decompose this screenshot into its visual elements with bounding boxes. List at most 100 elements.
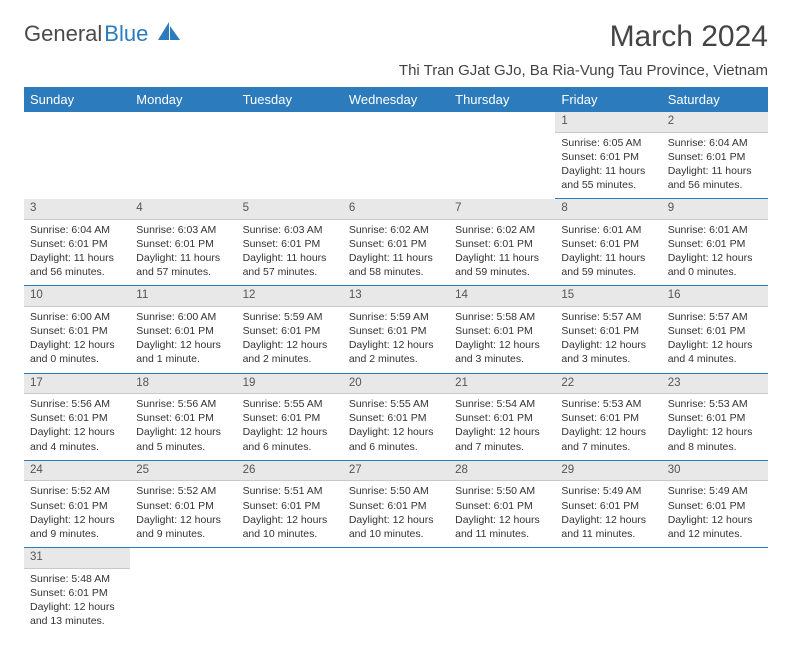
sunset-text: Sunset: 6:01 PM [455, 411, 549, 425]
daynum-row: 24252627282930 [24, 460, 768, 481]
day-content-cell [449, 568, 555, 634]
daylight-text: Daylight: 12 hours and 13 minutes. [30, 600, 124, 628]
day-number-cell: 4 [130, 199, 236, 220]
day-number-cell: 2 [662, 112, 768, 132]
sunset-text: Sunset: 6:01 PM [668, 150, 762, 164]
content-row: Sunrise: 5:48 AMSunset: 6:01 PMDaylight:… [24, 568, 768, 634]
day-number-cell [662, 548, 768, 569]
sunset-text: Sunset: 6:01 PM [349, 499, 443, 513]
day-number-cell: 10 [24, 286, 130, 307]
page: GeneralBlue March 2024 Thi Tran GJat GJo… [0, 0, 792, 654]
daylight-text: Daylight: 12 hours and 11 minutes. [561, 513, 655, 541]
day-number-cell: 24 [24, 460, 130, 481]
sunrise-text: Sunrise: 6:00 AM [136, 310, 230, 324]
day-number-cell: 14 [449, 286, 555, 307]
day-content-cell: Sunrise: 5:59 AMSunset: 6:01 PMDaylight:… [237, 306, 343, 373]
day-content-cell: Sunrise: 5:56 AMSunset: 6:01 PMDaylight:… [130, 394, 236, 461]
sunset-text: Sunset: 6:01 PM [668, 324, 762, 338]
logo-text-general: General [24, 21, 102, 47]
day-number-cell: 26 [237, 460, 343, 481]
day-number-cell: 18 [130, 373, 236, 394]
day-header: Tuesday [237, 87, 343, 112]
day-number-cell [24, 112, 130, 132]
daylight-text: Daylight: 11 hours and 59 minutes. [455, 251, 549, 279]
daylight-text: Daylight: 11 hours and 57 minutes. [136, 251, 230, 279]
sunset-text: Sunset: 6:01 PM [136, 237, 230, 251]
day-number-cell [237, 112, 343, 132]
day-header: Friday [555, 87, 661, 112]
sunset-text: Sunset: 6:01 PM [455, 237, 549, 251]
sunrise-text: Sunrise: 5:58 AM [455, 310, 549, 324]
daylight-text: Daylight: 12 hours and 4 minutes. [668, 338, 762, 366]
sunset-text: Sunset: 6:01 PM [243, 237, 337, 251]
daynum-row: 10111213141516 [24, 286, 768, 307]
day-content-cell: Sunrise: 5:50 AMSunset: 6:01 PMDaylight:… [343, 481, 449, 548]
content-row: Sunrise: 5:56 AMSunset: 6:01 PMDaylight:… [24, 394, 768, 461]
day-content-cell: Sunrise: 5:54 AMSunset: 6:01 PMDaylight:… [449, 394, 555, 461]
day-content-cell [662, 568, 768, 634]
day-number-cell: 22 [555, 373, 661, 394]
sunset-text: Sunset: 6:01 PM [30, 324, 124, 338]
day-content-cell: Sunrise: 5:58 AMSunset: 6:01 PMDaylight:… [449, 306, 555, 373]
daylight-text: Daylight: 11 hours and 58 minutes. [349, 251, 443, 279]
day-number-cell: 1 [555, 112, 661, 132]
daylight-text: Daylight: 12 hours and 9 minutes. [136, 513, 230, 541]
daylight-text: Daylight: 12 hours and 3 minutes. [561, 338, 655, 366]
sunset-text: Sunset: 6:01 PM [668, 411, 762, 425]
content-row: Sunrise: 6:04 AMSunset: 6:01 PMDaylight:… [24, 219, 768, 286]
location-text: Thi Tran GJat GJo, Ba Ria-Vung Tau Provi… [399, 62, 768, 79]
day-header: Thursday [449, 87, 555, 112]
sunrise-text: Sunrise: 5:56 AM [30, 397, 124, 411]
day-content-cell: Sunrise: 6:03 AMSunset: 6:01 PMDaylight:… [130, 219, 236, 286]
day-content-cell [237, 132, 343, 199]
daylight-text: Daylight: 11 hours and 56 minutes. [30, 251, 124, 279]
day-number-cell [130, 112, 236, 132]
day-number-cell: 30 [662, 460, 768, 481]
day-header-row: Sunday Monday Tuesday Wednesday Thursday… [24, 87, 768, 112]
sunset-text: Sunset: 6:01 PM [561, 150, 655, 164]
day-content-cell: Sunrise: 5:53 AMSunset: 6:01 PMDaylight:… [555, 394, 661, 461]
sunset-text: Sunset: 6:01 PM [136, 411, 230, 425]
sunset-text: Sunset: 6:01 PM [30, 237, 124, 251]
daylight-text: Daylight: 12 hours and 5 minutes. [136, 425, 230, 453]
day-number-cell: 31 [24, 548, 130, 569]
day-number-cell: 11 [130, 286, 236, 307]
daylight-text: Daylight: 12 hours and 9 minutes. [30, 513, 124, 541]
daylight-text: Daylight: 12 hours and 3 minutes. [455, 338, 549, 366]
content-row: Sunrise: 5:52 AMSunset: 6:01 PMDaylight:… [24, 481, 768, 548]
day-content-cell: Sunrise: 6:00 AMSunset: 6:01 PMDaylight:… [24, 306, 130, 373]
day-number-cell: 13 [343, 286, 449, 307]
daylight-text: Daylight: 12 hours and 4 minutes. [30, 425, 124, 453]
day-content-cell: Sunrise: 6:04 AMSunset: 6:01 PMDaylight:… [662, 132, 768, 199]
day-number-cell: 29 [555, 460, 661, 481]
sunrise-text: Sunrise: 6:05 AM [561, 136, 655, 150]
day-content-cell: Sunrise: 5:51 AMSunset: 6:01 PMDaylight:… [237, 481, 343, 548]
daylight-text: Daylight: 12 hours and 7 minutes. [561, 425, 655, 453]
daynum-row: 12 [24, 112, 768, 132]
day-content-cell: Sunrise: 6:00 AMSunset: 6:01 PMDaylight:… [130, 306, 236, 373]
title-block: March 2024 Thi Tran GJat GJo, Ba Ria-Vun… [399, 20, 768, 79]
day-number-cell [130, 548, 236, 569]
sunrise-text: Sunrise: 5:57 AM [668, 310, 762, 324]
daynum-row: 17181920212223 [24, 373, 768, 394]
sunrise-text: Sunrise: 5:49 AM [561, 484, 655, 498]
day-header: Sunday [24, 87, 130, 112]
sunrise-text: Sunrise: 6:04 AM [668, 136, 762, 150]
sunrise-text: Sunrise: 6:04 AM [30, 223, 124, 237]
day-content-cell [130, 568, 236, 634]
sunrise-text: Sunrise: 5:55 AM [349, 397, 443, 411]
sunrise-text: Sunrise: 5:50 AM [455, 484, 549, 498]
day-number-cell: 3 [24, 199, 130, 220]
sunset-text: Sunset: 6:01 PM [243, 499, 337, 513]
day-content-cell: Sunrise: 6:03 AMSunset: 6:01 PMDaylight:… [237, 219, 343, 286]
sunset-text: Sunset: 6:01 PM [561, 411, 655, 425]
day-number-cell: 5 [237, 199, 343, 220]
sunset-text: Sunset: 6:01 PM [455, 324, 549, 338]
header: GeneralBlue March 2024 Thi Tran GJat GJo… [24, 20, 768, 79]
sunrise-text: Sunrise: 5:53 AM [668, 397, 762, 411]
day-number-cell: 12 [237, 286, 343, 307]
sunrise-text: Sunrise: 6:03 AM [243, 223, 337, 237]
day-content-cell: Sunrise: 6:01 AMSunset: 6:01 PMDaylight:… [662, 219, 768, 286]
day-number-cell: 6 [343, 199, 449, 220]
daylight-text: Daylight: 12 hours and 8 minutes. [668, 425, 762, 453]
